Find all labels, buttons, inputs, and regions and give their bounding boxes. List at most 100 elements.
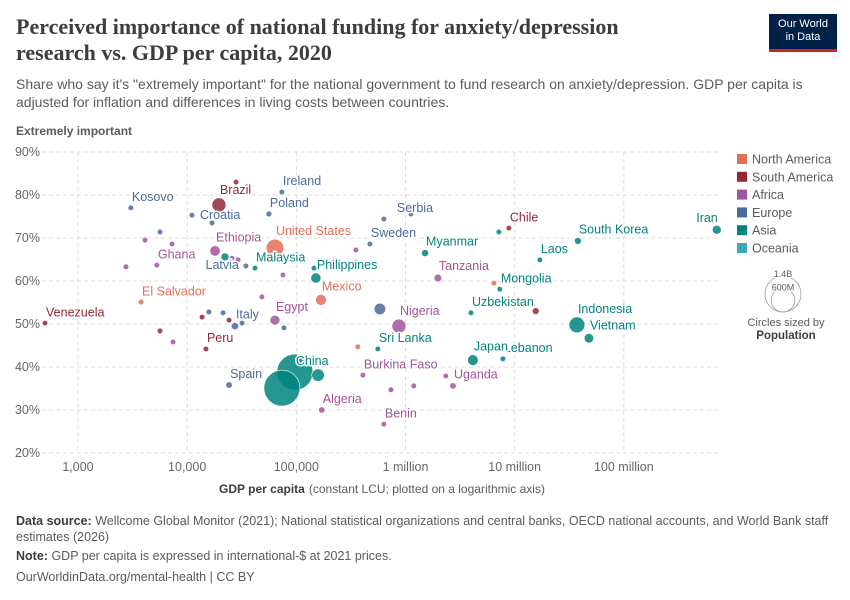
point-label: Uzbekistan (472, 295, 534, 309)
legend-label: Oceania (752, 242, 799, 256)
logo[interactable]: Our World in Data (769, 14, 837, 52)
data-point (449, 382, 457, 390)
data-point (407, 210, 414, 218)
size-legend-title: Circles sized by (747, 317, 825, 329)
size-legend-variable: Population (756, 330, 815, 342)
point-label: Latvia (206, 258, 239, 272)
data-point (311, 368, 325, 382)
data-point (209, 245, 221, 257)
data-point (258, 293, 266, 301)
size-legend-label: 1.4B (774, 269, 793, 279)
data-point (421, 249, 429, 257)
point-label: Kosovo (132, 190, 174, 204)
data-point (228, 255, 236, 262)
data-point (269, 314, 281, 326)
data-point (169, 338, 177, 346)
data-point (211, 197, 227, 213)
data-point (495, 228, 502, 236)
x-tick-label: 100 million (594, 460, 654, 474)
data-point (208, 219, 216, 227)
point-label: Vietnam (590, 318, 636, 332)
data-point (467, 309, 475, 316)
x-tick-label: 100,000 (274, 460, 319, 474)
data-point (315, 294, 327, 306)
point-label: Philippines (317, 258, 377, 272)
data-point (574, 237, 582, 245)
data-point (137, 298, 145, 306)
point-label: Ghana (158, 247, 196, 261)
point-label: United States (276, 224, 351, 238)
data-point (490, 280, 498, 287)
point-label: Myanmar (426, 235, 478, 249)
data-point (230, 322, 239, 331)
point-label: Brazil (220, 183, 251, 197)
data-point (354, 343, 361, 350)
footer-url[interactable]: OurWorldinData.org/mental-health | CC BY (16, 570, 255, 584)
x-tick-label: 10,000 (168, 460, 206, 474)
legend-label: North America (752, 153, 831, 167)
data-point (499, 355, 506, 362)
x-axis-label-note: (constant LCU; plotted on a logarithmic … (309, 482, 545, 496)
x-tick-label: 1 million (383, 460, 429, 474)
data-point (265, 210, 273, 218)
data-point (251, 265, 259, 272)
data-point (536, 256, 543, 264)
data-point (380, 421, 387, 428)
data-point (238, 320, 246, 327)
chart-title: Perceived importance of national funding… (16, 14, 619, 65)
point-label: South Korea (579, 223, 649, 237)
data-point (188, 212, 196, 219)
data-point (265, 238, 285, 257)
data-point (278, 188, 286, 196)
point-label: Lebanon (504, 341, 553, 355)
data-point (410, 382, 417, 390)
data-point (380, 215, 387, 223)
data-point (366, 240, 374, 248)
point-label: Ethiopia (216, 231, 261, 245)
point-label: Japan (474, 340, 508, 354)
data-point (359, 372, 366, 379)
point-label: Poland (270, 196, 309, 210)
point-label: Laos (541, 242, 568, 256)
y-tick-label: 50% (15, 317, 40, 331)
data-point (583, 333, 595, 344)
data-point (156, 327, 164, 334)
data-point (711, 225, 722, 235)
data-point (263, 369, 301, 407)
legend-label: South America (752, 170, 833, 184)
data-point (467, 354, 479, 366)
data-point (168, 240, 176, 248)
y-tick-label: 70% (15, 231, 40, 245)
data-point (374, 345, 381, 353)
data-point (225, 317, 233, 324)
point-label: Algeria (323, 392, 362, 406)
x-tick-label: 1,000 (62, 460, 93, 474)
point-label: Mongolia (501, 271, 552, 285)
data-point (433, 273, 443, 283)
data-point (205, 308, 212, 316)
legend-swatch (737, 243, 747, 253)
point-label: Uganda (454, 368, 498, 382)
chart-subtitle: Share who say it's "extremely important"… (16, 76, 803, 110)
data-point (153, 261, 160, 269)
data-point (373, 302, 386, 316)
legend-swatch (737, 225, 747, 236)
footer-source: Data source: Wellcome Global Monitor (20… (16, 513, 836, 545)
data-point (234, 256, 242, 264)
point-label: Malaysia (256, 250, 305, 264)
legend-label: Africa (752, 188, 784, 202)
point-label: Sweden (371, 226, 416, 240)
x-tick-label: 10 million (488, 460, 541, 474)
point-label: Italy (236, 307, 260, 321)
data-point (442, 372, 449, 380)
x-axis-label: GDP per capita (constant LCU; plotted on … (219, 482, 545, 496)
data-point (202, 345, 210, 353)
note-text: GDP per capita is expressed in internati… (51, 549, 392, 563)
data-point (391, 318, 407, 334)
data-point (532, 307, 540, 315)
size-legend-circle (764, 275, 802, 313)
y-tick-label: 60% (15, 274, 40, 288)
y-tick-label: 40% (15, 360, 40, 374)
data-point (387, 386, 395, 393)
data-point (496, 286, 503, 293)
